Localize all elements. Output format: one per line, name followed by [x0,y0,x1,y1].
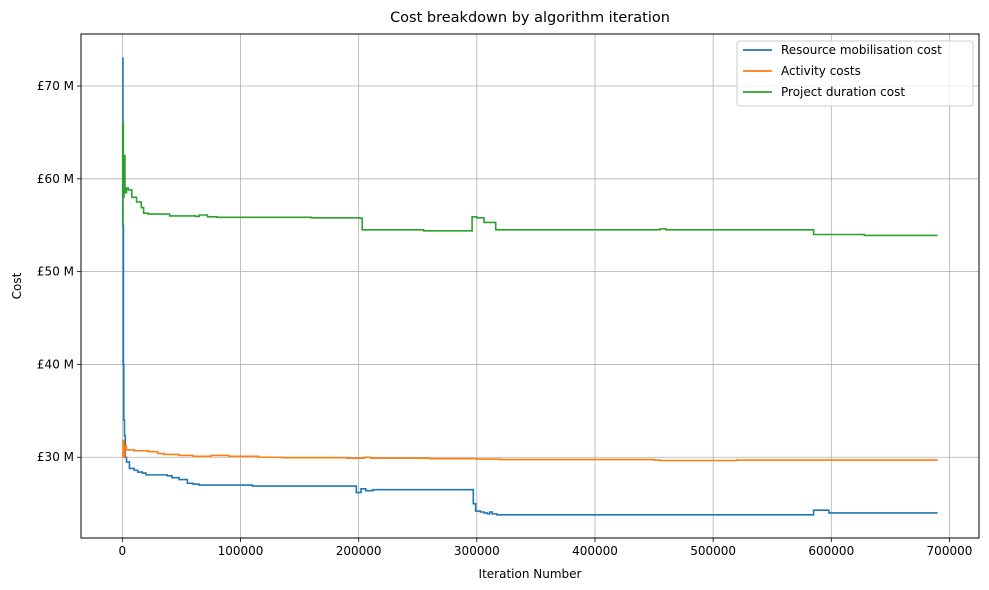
x-tick-label: 300000 [454,544,500,558]
legend-box [736,40,974,107]
plot-area [121,57,938,516]
x-tick-label: 500000 [690,544,736,558]
plot-frame [80,33,980,539]
x-tick-label: 400000 [572,544,618,558]
legend-label: Project duration cost [781,85,905,99]
series-lines [121,57,938,516]
chart-title: Cost breakdown by algorithm iteration [390,10,670,26]
series-line-1 [122,439,938,462]
y-tick-label: £30 M [37,450,74,464]
legend-label: Resource mobilisation cost [781,43,942,57]
y-tick-label: £50 M [37,265,74,279]
x-tick-label: 0 [119,544,127,558]
axis-ticks: 0 100000 200000 300000 400000 500000 600000 700… [37,79,972,558]
x-tick-label: 200000 [336,544,382,558]
y-tick-label: £70 M [37,79,74,93]
x-tick-label: 600000 [808,544,854,558]
legend-label: Activity costs [781,64,861,78]
x-axis-title: Iteration Number [479,567,582,581]
grid [81,34,979,538]
x-tick-label: 100000 [218,544,264,558]
y-tick-label: £40 M [37,357,74,371]
series-line-2 [121,122,938,237]
series-line-0 [122,57,938,516]
x-tick-label: 700000 [927,544,973,558]
y-tick-label: £60 M [37,172,74,186]
legend: Resource mobilisation cost Activity costs… [736,40,974,107]
y-axis-title: Cost [10,272,24,299]
